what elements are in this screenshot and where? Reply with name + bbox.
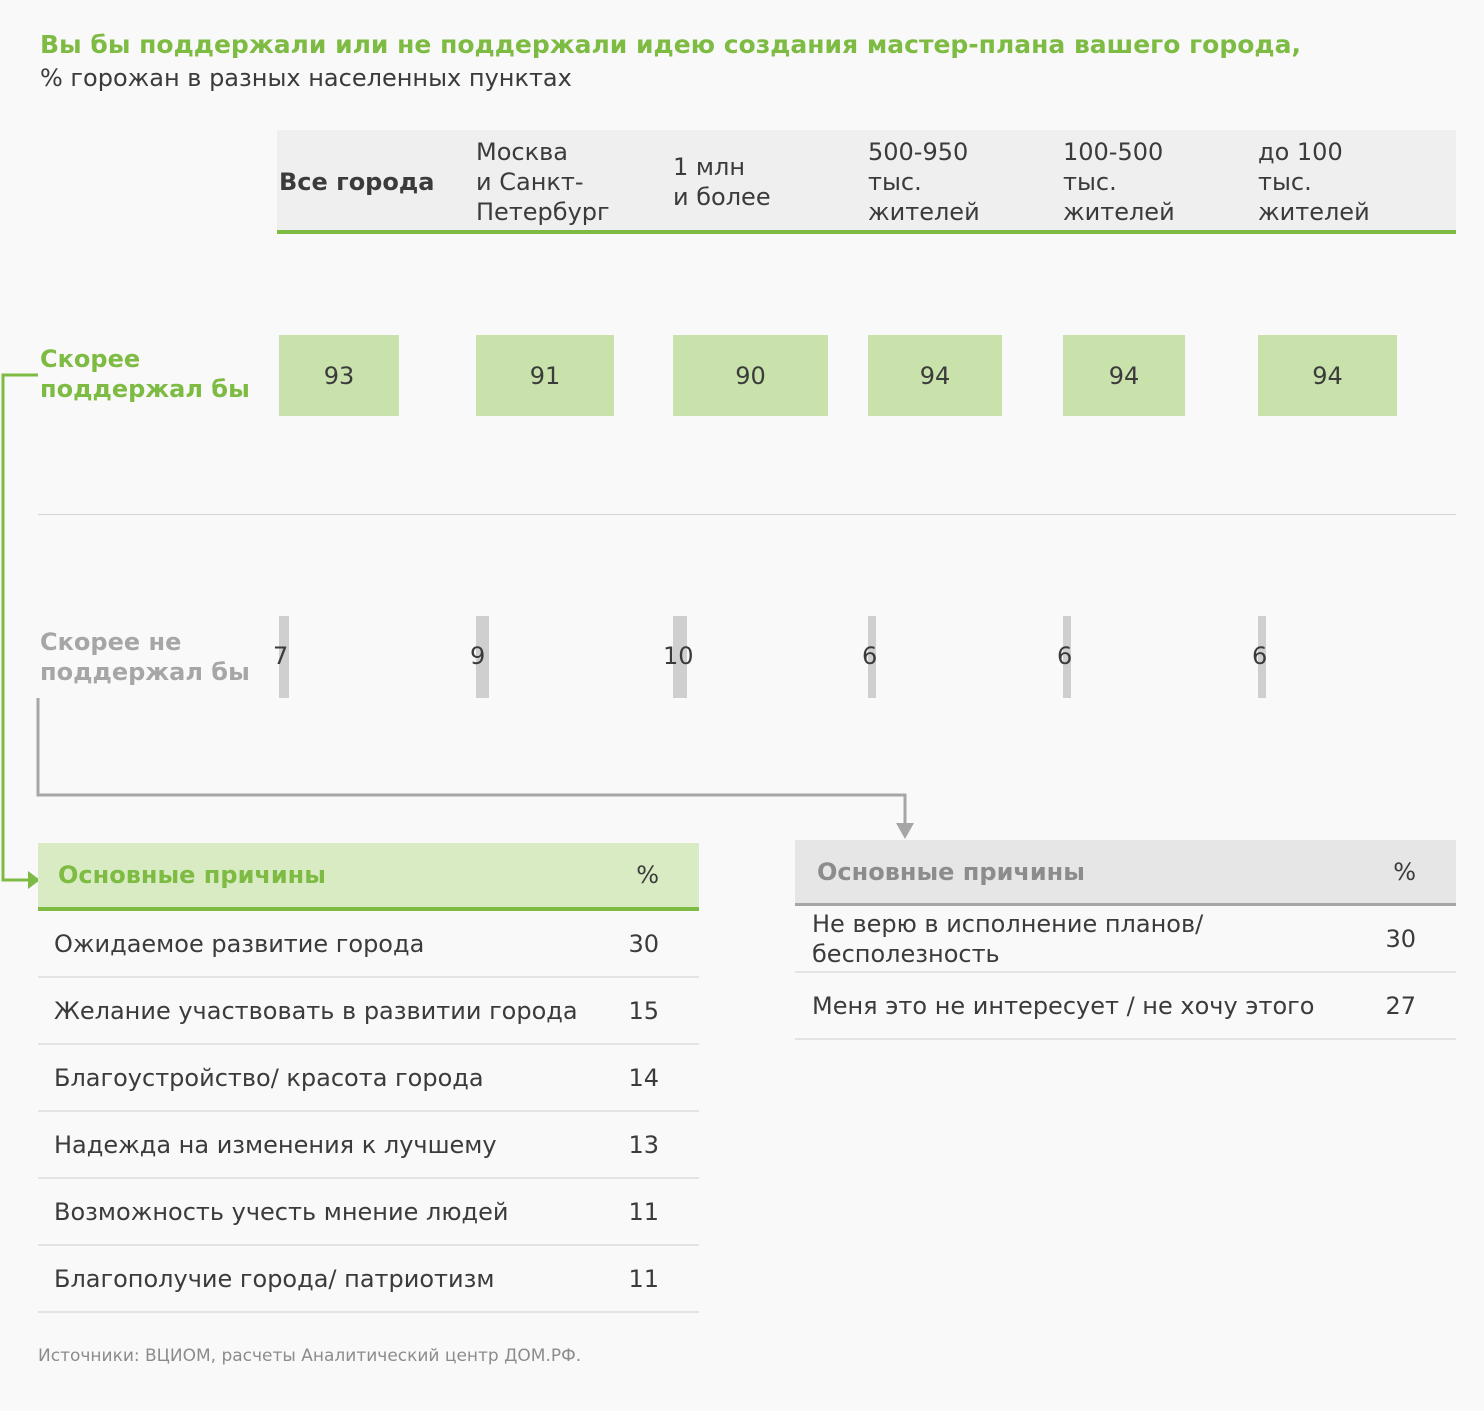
- source-note: Источники: ВЦИОМ, расчеты Аналитический …: [38, 1346, 582, 1366]
- row-label-support: Скорее поддержал бы: [40, 345, 250, 403]
- row-label-oppose: Скорее не поддержал бы: [40, 628, 250, 686]
- support-reason-row: Благополучие города/ патриотизм 11: [38, 1246, 699, 1313]
- oppose-value-label: 6: [862, 642, 878, 670]
- oppose-bar: [673, 616, 687, 698]
- support-reasons-pct-header: %: [636, 861, 659, 889]
- support-arrow-head: [28, 871, 40, 889]
- chart-subtitle: % горожан в разных населенных пунктах: [40, 64, 572, 92]
- column-header-5: до 100 тыс. жителей: [1258, 138, 1370, 226]
- support-value-box: 90: [673, 335, 828, 416]
- oppose-bar: [868, 616, 877, 698]
- support-reason-row: Надежда на изменения к лучшему 13: [38, 1112, 699, 1179]
- support-reason-row-label: Возможность учесть мнение людей: [54, 1197, 509, 1226]
- oppose-bar: [1063, 616, 1072, 698]
- oppose-value-label: 7: [273, 642, 289, 670]
- oppose-reasons-header: Основные причины %: [795, 840, 1456, 906]
- support-reason-row-value: 13: [628, 1130, 659, 1159]
- support-reason-row-value: 14: [628, 1063, 659, 1092]
- column-header-1: Москва и Санкт- Петербург: [476, 138, 610, 226]
- support-reason-row: Желание участвовать в развитии города 15: [38, 978, 699, 1045]
- oppose-reason-row: Не верю в исполнение планов/ бесполезнос…: [795, 906, 1456, 973]
- support-connector-line: [1, 373, 38, 882]
- oppose-reason-row-label: Меня это не интересует / не хочу этого: [812, 991, 1315, 1020]
- support-reason-row: Ожидаемое развитие города 30: [38, 911, 699, 978]
- oppose-reason-row: Меня это не интересует / не хочу этого 27: [795, 973, 1456, 1040]
- support-reasons-title: Основные причины: [58, 861, 326, 889]
- oppose-reasons-title: Основные причины: [817, 857, 1085, 886]
- oppose-reason-row-label: Не верю в исполнение планов/ бесполезнос…: [812, 909, 1204, 968]
- oppose-reasons-table: Основные причины % Не верю в исполнение …: [795, 840, 1456, 1040]
- oppose-value-label: 9: [470, 642, 486, 670]
- support-value-box: 91: [476, 335, 614, 416]
- support-value-box: 94: [1258, 335, 1397, 416]
- support-value-box: 93: [279, 335, 399, 416]
- column-header-4: 100-500 тыс. жителей: [1063, 138, 1175, 226]
- oppose-value-label: 6: [1057, 642, 1073, 670]
- support-reasons-table: Основные причины % Ожидаемое развитие го…: [38, 843, 699, 1313]
- support-reason-row: Возможность учесть мнение людей 11: [38, 1179, 699, 1246]
- support-reason-row-label: Надежда на изменения к лучшему: [54, 1130, 497, 1159]
- support-reasons-header: Основные причины %: [38, 843, 699, 911]
- support-reason-row: Благоустройство/ красота города 14: [38, 1045, 699, 1112]
- oppose-reason-row-value: 27: [1385, 991, 1416, 1020]
- column-header-band: [277, 130, 1456, 234]
- support-reason-row-value: 11: [628, 1197, 659, 1226]
- support-reason-row-value: 15: [628, 996, 659, 1025]
- support-reason-row-value: 30: [628, 929, 659, 958]
- support-value-box: 94: [868, 335, 1002, 416]
- support-reason-row-label: Ожидаемое развитие города: [54, 929, 425, 958]
- column-header-0: Все города: [279, 168, 435, 196]
- row-divider: [38, 514, 1456, 515]
- support-reason-row-value: 11: [628, 1264, 659, 1293]
- support-reason-row-label: Желание участвовать в развитии города: [54, 996, 578, 1025]
- oppose-connector-line: [36, 698, 907, 825]
- oppose-reason-row-value: 30: [1385, 924, 1416, 953]
- oppose-bar: [476, 616, 489, 698]
- oppose-value-label: 10: [663, 642, 694, 670]
- chart-title: Вы бы поддержали или не поддержали идею …: [40, 30, 1301, 59]
- oppose-bar: [1258, 616, 1267, 698]
- oppose-bar: [279, 616, 289, 698]
- column-header-3: 500-950 тыс. жителей: [868, 138, 980, 226]
- oppose-arrow-head: [896, 823, 914, 839]
- oppose-value-label: 6: [1252, 642, 1268, 670]
- support-reason-row-label: Благоустройство/ красота города: [54, 1063, 484, 1092]
- oppose-reasons-pct-header: %: [1393, 857, 1416, 886]
- support-value-box: 94: [1063, 335, 1185, 416]
- support-reason-row-label: Благополучие города/ патриотизм: [54, 1264, 495, 1293]
- column-header-2: 1 млн и более: [673, 153, 771, 211]
